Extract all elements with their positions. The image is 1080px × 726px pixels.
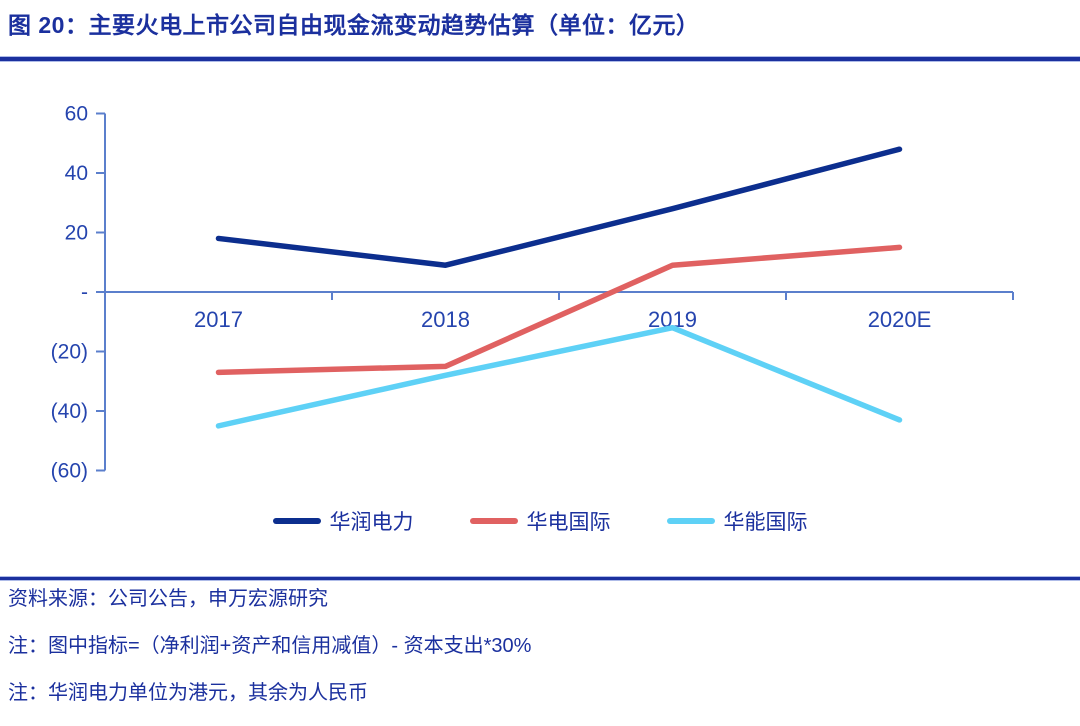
legend-swatch-huarun [272,518,321,524]
y-tick-label: (20) [51,341,88,364]
legend-label: 华润电力 [329,511,414,534]
x-tick-label: 2018 [421,307,470,332]
x-tick-label: 2020E [868,307,932,332]
legend-swatch-huadian [469,518,518,524]
series-line-2 [215,324,903,429]
indicator-note: 注：图中指标=（净利润+资产和信用减值）- 资本支出*30% [8,635,532,657]
series-lines [215,146,903,429]
source-note: 资料来源：公司公告，申万宏源研究 [8,588,328,610]
x-tick-labels: 2017 2018 2019 2020E [194,307,931,332]
y-tick-label: (40) [51,400,88,423]
series-line-0 [215,146,903,268]
figure-title: 图 20：主要火电上市公司自由现金流变动趋势估算（单位：亿元） [8,12,700,38]
legend-item-huadian: 华电国际 [469,506,611,536]
legend-item-huarun: 华润电力 [272,506,414,536]
series-line-1 [215,244,903,376]
y-tick-label: (60) [51,460,88,483]
currency-note: 注：华润电力单位为港元，其余为人民币 [8,682,368,704]
footer-divider [0,577,1080,580]
y-tick-label: - [81,281,88,304]
title-divider [0,57,1080,61]
legend-item-huaneng: 华能国际 [666,506,808,536]
y-tick-label: 40 [65,162,88,185]
x-tick-label: 2017 [194,307,243,332]
y-tick-label: 60 [65,103,88,126]
footnotes: 资料来源：公司公告，申万宏源研究 注：图中指标=（净利润+资产和信用减值）- 资… [8,585,531,726]
axis-group [96,112,1014,472]
y-tick-label: 20 [65,222,88,245]
y-tick-labels: 60 40 20 - (20) (40) (60) [51,103,88,483]
chart-legend: 华润电力 华电国际 华能国际 [0,506,1080,536]
legend-label: 华能国际 [723,511,808,534]
legend-swatch-huaneng [666,518,715,524]
legend-label: 华电国际 [526,511,611,534]
